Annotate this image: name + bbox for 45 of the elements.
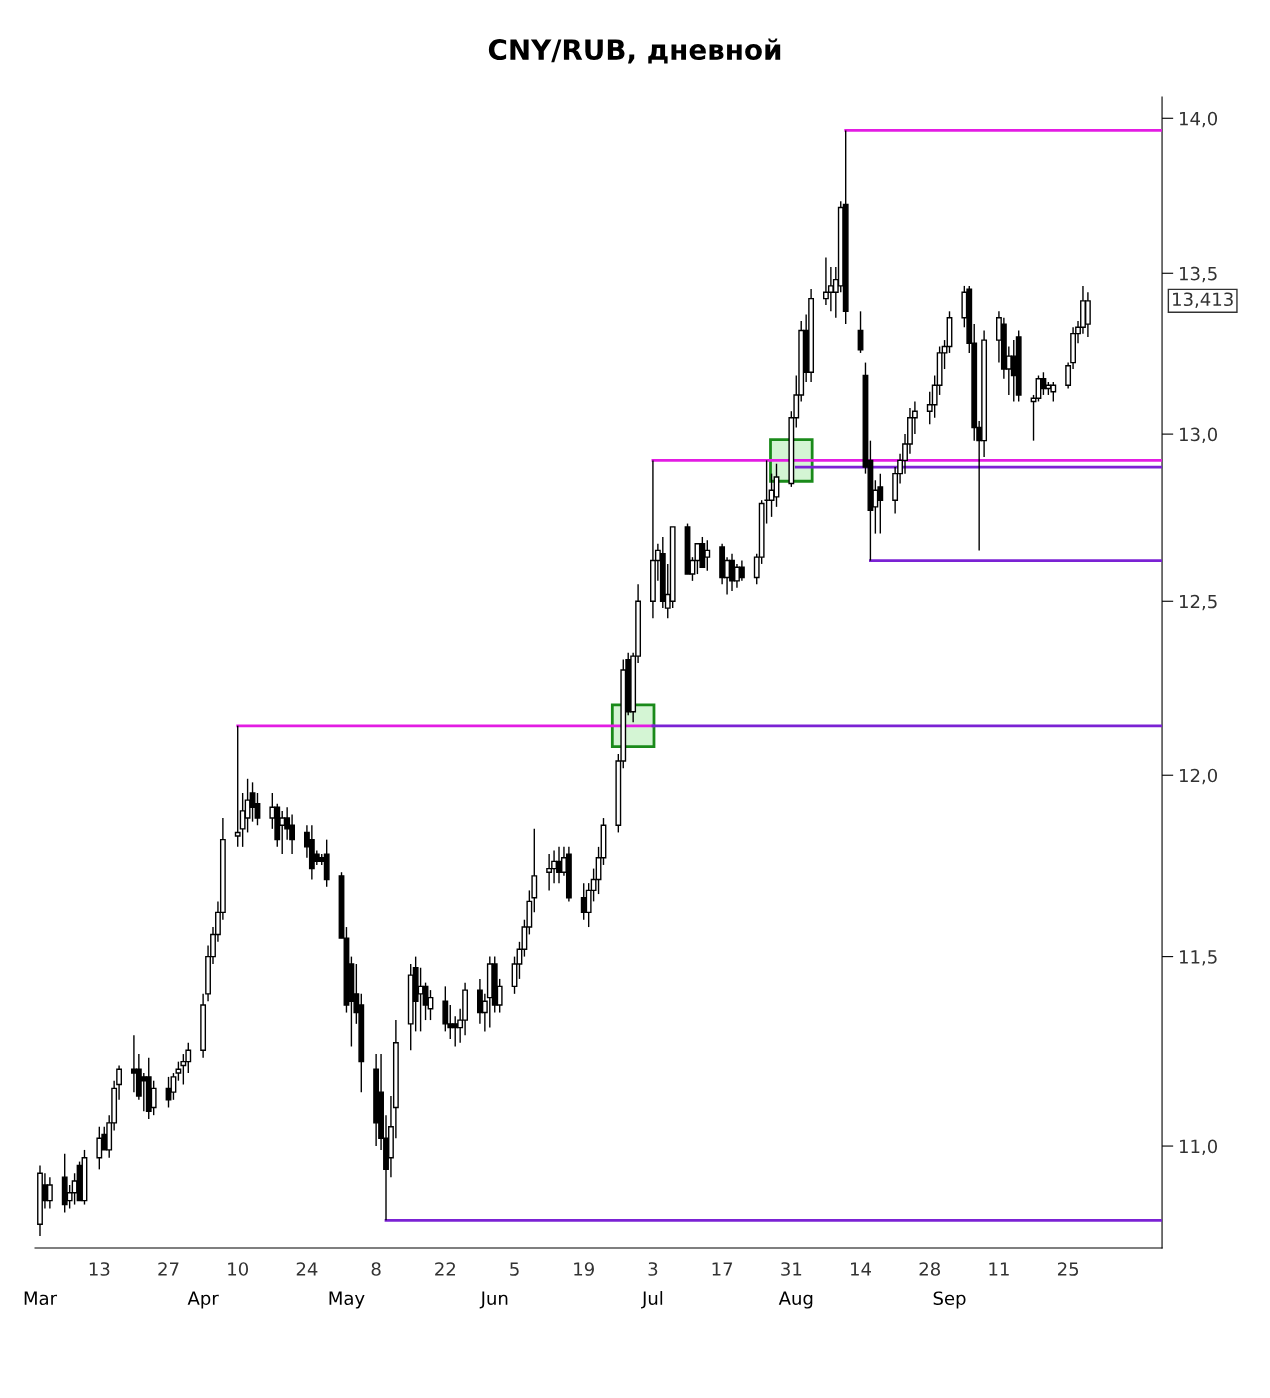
candlestick	[442, 985, 449, 1033]
x2-tick-label: Mar	[24, 1291, 58, 1306]
x-tick-label: 11	[989, 1262, 1009, 1276]
y-tick-label: 12,5	[1180, 594, 1217, 611]
candlestick	[180, 1053, 187, 1086]
x-tick-label: 22	[435, 1262, 455, 1276]
candlestick	[417, 967, 424, 1033]
x-tick-label: 25	[1057, 1262, 1079, 1276]
candlestick	[150, 1079, 157, 1116]
candlestick	[96, 1126, 103, 1171]
x-tick-label: 19	[574, 1262, 594, 1276]
candlestick	[244, 778, 251, 834]
x2-tick-label: Sep	[933, 1291, 966, 1309]
text: 13,413	[1173, 292, 1233, 308]
y-tick-label: 13,5	[1180, 266, 1217, 283]
x-tick-label: 8	[371, 1262, 381, 1276]
chart-title: CNY/RUB, дневной	[488, 38, 781, 64]
y-tick-label: 13,0	[1180, 427, 1218, 444]
candlestick	[46, 1176, 53, 1210]
x-tick-label: 10	[228, 1262, 248, 1276]
candlestick	[546, 853, 553, 892]
x-tick-label: 13	[89, 1262, 110, 1276]
x-tick-label: 27	[158, 1262, 179, 1276]
y-tick-label: 11,5	[1180, 950, 1217, 966]
x2-tick-label: Jun	[479, 1291, 508, 1309]
candlestick	[738, 559, 745, 582]
y-tick-label: 11,0	[1180, 1139, 1218, 1156]
candlestick	[234, 725, 241, 848]
x2-tick-label: Jul	[641, 1291, 663, 1309]
candlestick	[1040, 371, 1047, 396]
x-tick-label: 3	[648, 1262, 658, 1276]
x2-tick-label: May	[329, 1291, 365, 1309]
x-tick-label: 28	[919, 1262, 940, 1276]
candlestick	[773, 463, 780, 508]
x-tick-label: 17	[712, 1262, 733, 1276]
x2-tick-label: Apr	[187, 1291, 219, 1309]
candlestick	[1084, 291, 1091, 338]
y-tick-label: 12,0	[1180, 768, 1218, 785]
x-tick-label: 24	[296, 1262, 318, 1276]
y-tick-label: 14,0	[1180, 111, 1218, 128]
x2-tick-label: Aug	[778, 1291, 813, 1309]
x-tick-label: 31	[781, 1262, 802, 1276]
candlestick	[427, 989, 434, 1021]
x-tick-label: 14	[851, 1262, 871, 1276]
x-tick-label: 5	[510, 1262, 519, 1276]
